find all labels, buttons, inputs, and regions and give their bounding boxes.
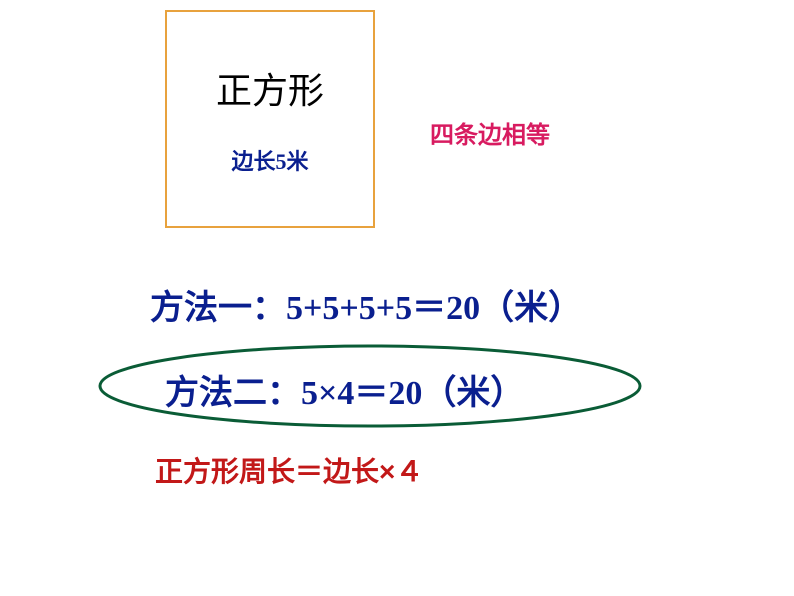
formula: 正方形周长＝边长×４ <box>155 450 423 490</box>
side-note: 四条边相等 <box>430 115 550 150</box>
square-title: 正方形 <box>216 62 324 114</box>
square-box: 正方形 边长5米 <box>165 10 375 228</box>
method-one: 方法一：5+5+5+5＝20（米） <box>150 280 582 329</box>
square-subtitle: 边长5米 <box>231 144 308 176</box>
method-two: 方法二：5×4＝20（米） <box>165 365 524 414</box>
